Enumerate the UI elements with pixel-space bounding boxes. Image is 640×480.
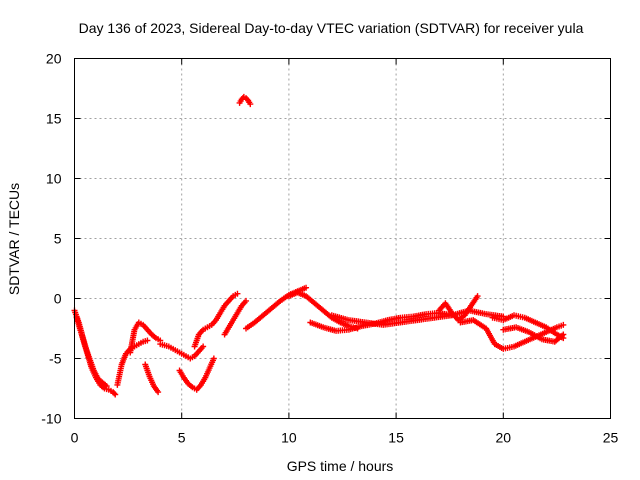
series-band-19 [457,317,567,352]
data-point [144,337,151,344]
data-point [234,290,241,297]
grid [74,58,611,419]
series-outlier [236,93,254,108]
series-drop-1 [142,361,162,396]
series-hump-17 [435,293,481,324]
y-axis-label: SDTVAR / TECUs [6,183,22,295]
x-tick-label: 15 [388,430,404,446]
x-tick-label: 0 [71,430,79,446]
x-tick-label: 25 [603,430,619,446]
data-point [560,321,567,328]
data-point [303,284,310,291]
x-tick-label: 10 [281,430,297,446]
data-point [111,390,118,397]
data-point [474,293,481,300]
data-point [200,343,207,350]
data-point [112,391,119,398]
series-mid-1 [157,341,207,362]
x-tick-label: 5 [178,430,186,446]
data-point [155,389,162,396]
y-tick-label: 0 [54,291,62,307]
series-hump-10 [285,289,361,332]
series-dip-6 [176,355,217,393]
chart-title: Day 136 of 2023, Sidereal Day-to-day VTE… [79,20,584,36]
series-bump-6 [191,290,241,350]
data-points [71,93,567,398]
data-point [103,383,110,390]
series-band-14 [328,307,507,328]
data-point [210,355,217,362]
y-tick-label: 5 [54,231,62,247]
data-point [247,101,254,108]
series-rise-7 [221,297,250,338]
x-axis-label: GPS time / hours [287,458,394,474]
y-tick-label: 10 [46,171,62,187]
y-tick-label: -5 [49,351,62,367]
x-tick-label: 20 [496,430,512,446]
series-mid-8 [243,284,310,332]
series-band-22 [500,324,567,345]
y-tick-label: -10 [41,411,61,427]
axis-ticks: 0 5 10 15 20 25 -10 -5 0 5 10 15 20 [41,51,618,446]
y-tick-label: 15 [46,111,62,127]
plot-frame [74,58,611,419]
y-tick-label: 20 [46,51,62,67]
data-point [560,331,567,338]
series-hump-1 [127,319,164,356]
series-early-descent-2 [73,314,110,390]
data-point [243,297,250,304]
